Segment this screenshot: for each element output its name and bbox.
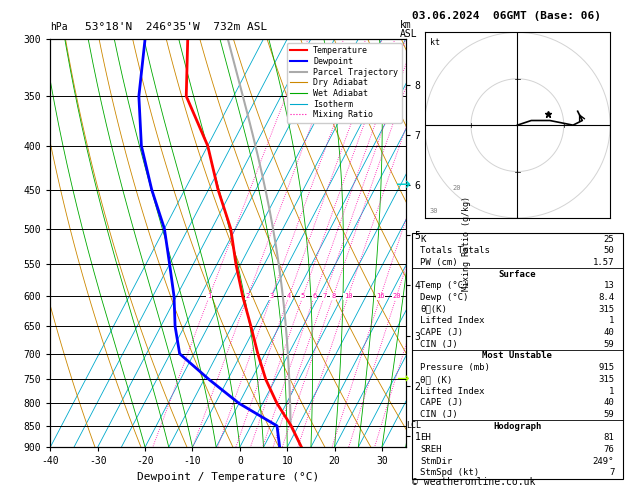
Text: hPa: hPa bbox=[50, 22, 68, 32]
Text: 5: 5 bbox=[301, 294, 305, 299]
Text: 25: 25 bbox=[604, 235, 615, 243]
Text: 50: 50 bbox=[604, 246, 615, 255]
Text: ASL: ASL bbox=[399, 29, 417, 39]
Text: PW (cm): PW (cm) bbox=[420, 258, 458, 267]
Text: θᴛ (K): θᴛ (K) bbox=[420, 375, 453, 384]
Text: 13: 13 bbox=[604, 281, 615, 290]
Text: 315: 315 bbox=[598, 375, 615, 384]
Text: 7: 7 bbox=[609, 469, 615, 477]
Text: 8: 8 bbox=[331, 294, 335, 299]
Text: 16: 16 bbox=[376, 294, 385, 299]
Text: 40: 40 bbox=[604, 398, 615, 407]
Text: LCL: LCL bbox=[406, 421, 421, 431]
Text: 1: 1 bbox=[207, 294, 211, 299]
Text: StmSpd (kt): StmSpd (kt) bbox=[420, 469, 479, 477]
Text: Most Unstable: Most Unstable bbox=[482, 351, 552, 361]
Text: Lifted Index: Lifted Index bbox=[420, 386, 485, 396]
Text: 915: 915 bbox=[598, 363, 615, 372]
Text: CAPE (J): CAPE (J) bbox=[420, 398, 464, 407]
Text: © weatheronline.co.uk: © weatheronline.co.uk bbox=[412, 477, 535, 486]
Text: 59: 59 bbox=[604, 410, 615, 419]
Text: Totals Totals: Totals Totals bbox=[420, 246, 490, 255]
Text: 81: 81 bbox=[604, 434, 615, 442]
Text: Hodograph: Hodograph bbox=[493, 422, 542, 431]
Text: 10: 10 bbox=[344, 294, 352, 299]
Text: Temp (°C): Temp (°C) bbox=[420, 281, 469, 290]
Legend: Temperature, Dewpoint, Parcel Trajectory, Dry Adiabat, Wet Adiabat, Isotherm, Mi: Temperature, Dewpoint, Parcel Trajectory… bbox=[287, 43, 401, 122]
Text: 1: 1 bbox=[609, 316, 615, 326]
Text: CIN (J): CIN (J) bbox=[420, 410, 458, 419]
Text: 1: 1 bbox=[609, 386, 615, 396]
Text: 4: 4 bbox=[287, 294, 291, 299]
Text: kt: kt bbox=[430, 38, 440, 47]
Text: →: → bbox=[396, 372, 409, 386]
Text: 315: 315 bbox=[598, 305, 615, 314]
Text: 20: 20 bbox=[392, 294, 401, 299]
Text: 3: 3 bbox=[269, 294, 274, 299]
Text: SREH: SREH bbox=[420, 445, 442, 454]
Text: Lifted Index: Lifted Index bbox=[420, 316, 485, 326]
Text: CAPE (J): CAPE (J) bbox=[420, 328, 464, 337]
Text: 03.06.2024  06GMT (Base: 06): 03.06.2024 06GMT (Base: 06) bbox=[412, 11, 601, 21]
Text: 40: 40 bbox=[604, 328, 615, 337]
Text: 6: 6 bbox=[312, 294, 316, 299]
Text: θᴛ(K): θᴛ(K) bbox=[420, 305, 447, 314]
Text: 30: 30 bbox=[429, 208, 438, 214]
Text: km: km bbox=[399, 20, 411, 31]
Text: 2: 2 bbox=[245, 294, 250, 299]
Text: 76: 76 bbox=[604, 445, 615, 454]
Y-axis label: Mixing Ratio (g/kg): Mixing Ratio (g/kg) bbox=[462, 195, 471, 291]
Text: 20: 20 bbox=[452, 185, 461, 191]
Text: K: K bbox=[420, 235, 426, 243]
Text: 59: 59 bbox=[604, 340, 615, 349]
Text: 1.57: 1.57 bbox=[593, 258, 615, 267]
Text: EH: EH bbox=[420, 434, 431, 442]
Text: Pressure (mb): Pressure (mb) bbox=[420, 363, 490, 372]
Text: Dewp (°C): Dewp (°C) bbox=[420, 293, 469, 302]
Text: Surface: Surface bbox=[499, 270, 536, 278]
Text: 53°18'N  246°35'W  732m ASL: 53°18'N 246°35'W 732m ASL bbox=[85, 22, 267, 32]
Text: 7: 7 bbox=[322, 294, 326, 299]
X-axis label: Dewpoint / Temperature (°C): Dewpoint / Temperature (°C) bbox=[137, 472, 319, 482]
Text: CIN (J): CIN (J) bbox=[420, 340, 458, 349]
Text: 249°: 249° bbox=[593, 457, 615, 466]
Text: StmDir: StmDir bbox=[420, 457, 453, 466]
Text: 8.4: 8.4 bbox=[598, 293, 615, 302]
Text: →: → bbox=[396, 175, 411, 194]
